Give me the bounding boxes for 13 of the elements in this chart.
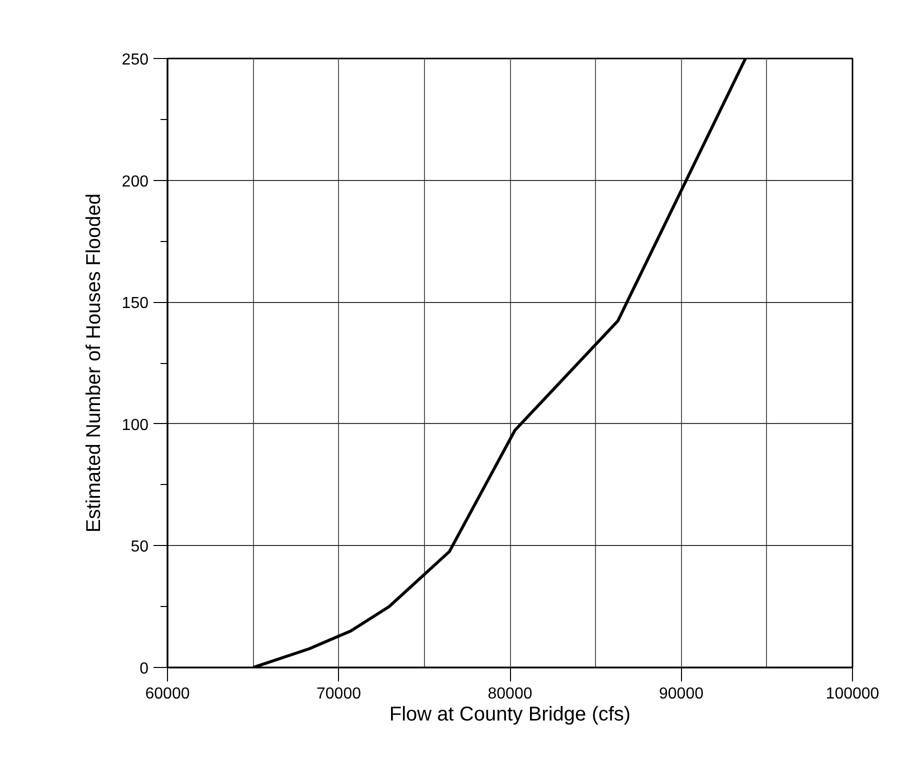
y-tick-label: 50: [130, 538, 149, 556]
x-tick-label: 100000: [826, 686, 880, 702]
x-tick-label: 70000: [316, 686, 362, 702]
y-tick-label: 200: [122, 173, 149, 190]
x-tick-label: 60000: [145, 686, 190, 702]
x-tick-label: 80000: [488, 686, 532, 702]
y-tick-label: 0: [140, 660, 149, 678]
x-tick-label: 90000: [659, 686, 704, 702]
y-tick-label: 100: [122, 416, 149, 434]
y-tick-label: 150: [122, 295, 149, 312]
y-tick-label: 250: [122, 52, 149, 68]
x-axis-title: Flow at County Bridge (cfs): [389, 704, 631, 726]
y-axis-title: Estimated Number of Houses Flooded: [82, 193, 105, 533]
